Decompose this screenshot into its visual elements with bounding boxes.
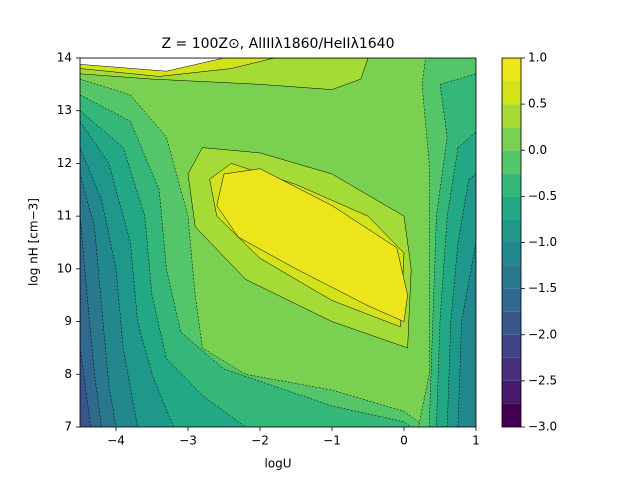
colorbar-segment xyxy=(502,127,521,151)
colorbar-tick-label: −2.5 xyxy=(528,373,557,387)
x-tick-label: −2 xyxy=(251,434,269,448)
y-tick-label: 9 xyxy=(64,314,72,328)
y-tick-label: 12 xyxy=(57,156,72,170)
colorbar-segment xyxy=(502,104,521,128)
contour-region xyxy=(80,58,225,72)
x-tick-label: 1 xyxy=(472,434,480,448)
colorbar-tick-label: −2.0 xyxy=(528,327,557,341)
colorbar-tick-label: −1.0 xyxy=(528,235,557,249)
x-axis-label: logU xyxy=(264,457,291,471)
plot-area xyxy=(80,58,476,427)
colorbar-tick-label: −0.5 xyxy=(528,189,557,203)
y-axis-label: log nH [cm−3] xyxy=(27,198,41,286)
colorbar-segment xyxy=(502,242,521,266)
contour-region xyxy=(80,216,102,427)
colorbar-segment xyxy=(502,380,521,404)
y-tick-label: 10 xyxy=(57,261,72,275)
contour-region xyxy=(216,168,408,322)
colorbar-segment xyxy=(502,81,521,105)
y-tick-label: 13 xyxy=(57,103,72,117)
colorbar-segment xyxy=(502,219,521,243)
y-tick-label: 14 xyxy=(57,51,72,65)
y-tick-label: 7 xyxy=(64,420,72,434)
y-tick-label: 11 xyxy=(57,209,72,223)
colorbar-segment xyxy=(502,150,521,174)
colorbar-tick-label: 0.0 xyxy=(528,143,547,157)
x-tick-label: 0 xyxy=(400,434,408,448)
colorbar-segment xyxy=(502,403,521,427)
colorbar-segment xyxy=(502,288,521,312)
colorbar-segment xyxy=(502,311,521,335)
colorbar-tick-label: −3.0 xyxy=(528,420,557,434)
colorbar-segment xyxy=(502,58,521,82)
colorbar-segment xyxy=(502,173,521,197)
x-tick-label: −1 xyxy=(323,434,341,448)
x-tick-label: −3 xyxy=(179,434,197,448)
colorbar-segment xyxy=(502,196,521,220)
colorbar-tick-label: 1.0 xyxy=(528,51,547,65)
x-tick-label: −4 xyxy=(107,434,125,448)
colorbar-tick-label: −1.5 xyxy=(528,281,557,295)
y-tick-label: 8 xyxy=(64,367,72,381)
plot-frame xyxy=(79,57,477,428)
colorbar-tick-label: 0.5 xyxy=(528,97,547,111)
contour-region xyxy=(457,242,476,427)
colorbar-segment xyxy=(502,265,521,289)
chart-title: Z = 100Z⊙, AlIIIλ1860/HeIIλ1640 xyxy=(162,36,395,52)
colorbar-segment xyxy=(502,334,521,358)
contour-region xyxy=(80,347,92,427)
colorbar-segment xyxy=(502,357,521,381)
